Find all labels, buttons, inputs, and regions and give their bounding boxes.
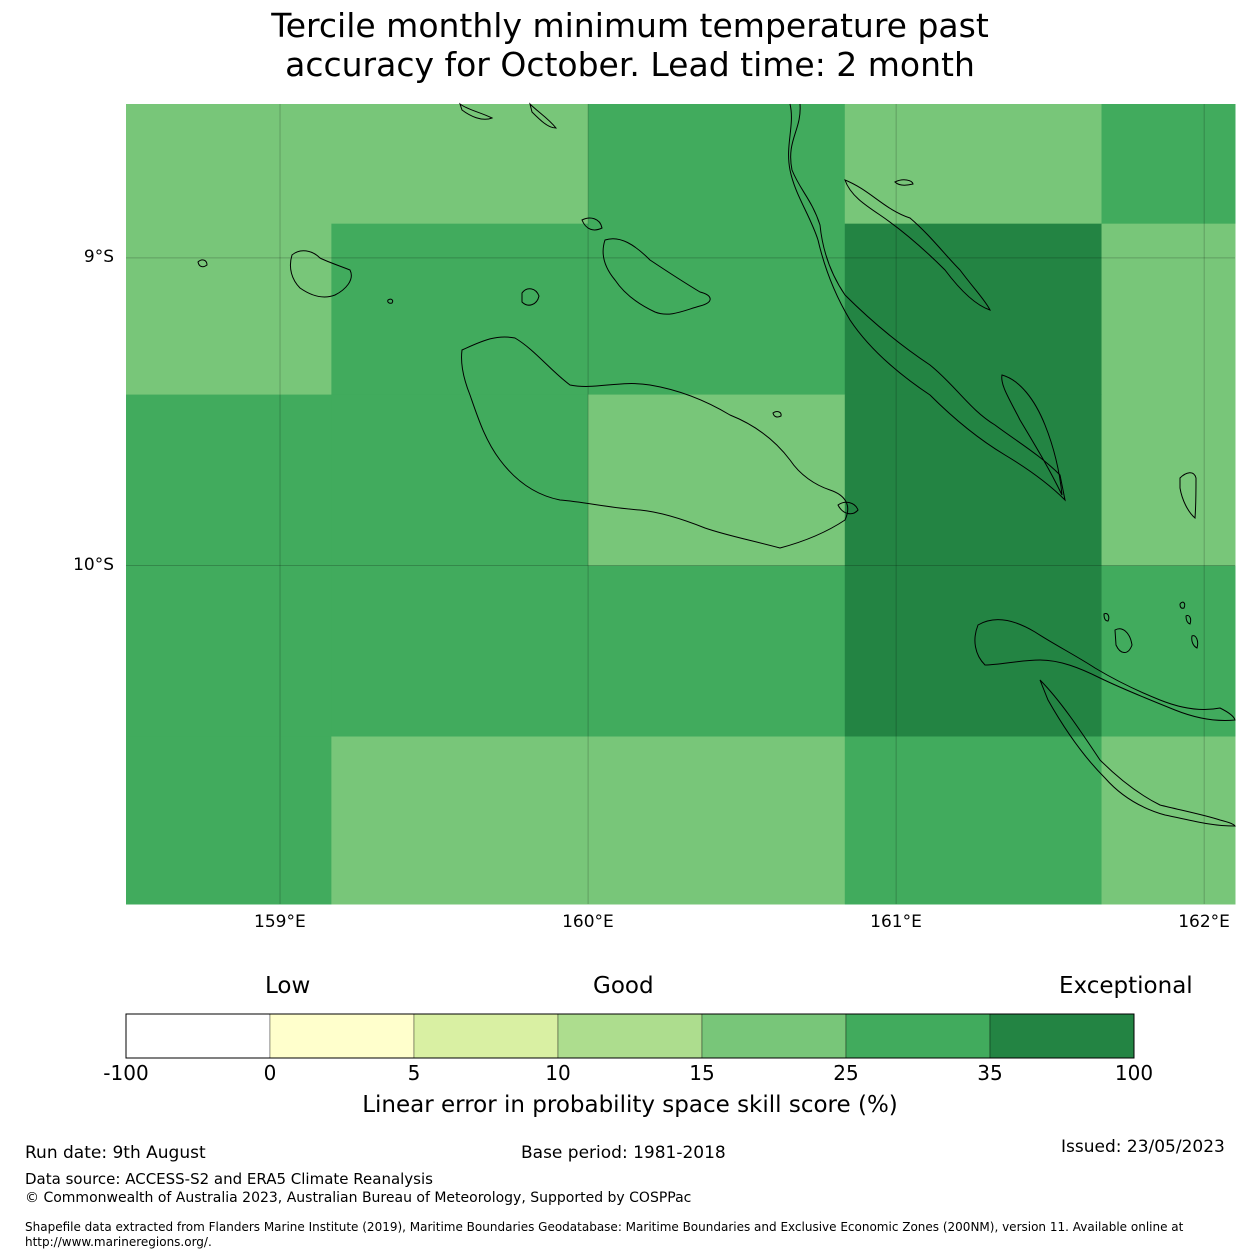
coastline-islet-a	[894, 179, 914, 186]
coastline-islet-c	[459, 102, 494, 120]
grid-cell	[844, 736, 1103, 905]
grid-cell	[331, 394, 589, 567]
longitude-tick-label: 159°E	[254, 912, 306, 932]
coastline-makira	[974, 619, 1236, 721]
grid-cell	[844, 394, 1103, 567]
base-period: Base period: 1981-2018	[521, 1143, 726, 1163]
grid-cell	[331, 223, 589, 396]
coastline-islet-f	[197, 259, 208, 268]
coastline-savo	[521, 288, 540, 306]
colorbar-tick-label: 5	[407, 1061, 421, 1085]
colorbar-tick-label: 15	[689, 1061, 715, 1085]
colorbar-segment	[701, 1013, 847, 1059]
coastline-russell	[289, 250, 352, 298]
colorbar-label: Linear error in probability space skill …	[362, 1092, 898, 1118]
grid-cell	[331, 565, 589, 737]
category-exceptional: Exceptional	[1059, 973, 1193, 999]
colorbar-segment	[413, 1013, 559, 1059]
grid-cells	[126, 104, 1236, 905]
coastline-florida	[602, 238, 711, 315]
coastline-islet-h	[772, 411, 782, 418]
coastline-islet-d	[529, 102, 558, 129]
colorbar-segment	[845, 1013, 991, 1059]
longitude-tick-label: 160°E	[562, 912, 614, 932]
grid-cell	[588, 565, 846, 737]
coastline-isabel	[788, 103, 1066, 502]
category-low: Low	[265, 973, 311, 999]
grid-cell	[126, 736, 332, 905]
latitude-tick-label: 9°S	[83, 246, 114, 267]
colorbar	[125, 1013, 1135, 1059]
coastline-isabel-north	[844, 179, 991, 311]
coastline-islet-e	[581, 217, 603, 231]
coastline-islet-i	[837, 501, 859, 515]
coastlines	[197, 102, 1236, 827]
colorbar-frame	[125, 1013, 1135, 1059]
map-title: Tercile monthly minimum temperature past…	[0, 6, 1260, 84]
issued-date: Issued: 23/05/2023	[1061, 1137, 1225, 1157]
grid-cell	[844, 565, 1103, 737]
colorbar-tick-label: 25	[833, 1061, 859, 1085]
latitude-tick-label: 10°S	[73, 554, 114, 575]
grid-cell	[126, 394, 332, 567]
gridlines	[126, 104, 1235, 904]
grid-cell	[1101, 736, 1236, 905]
grid-cell	[331, 736, 589, 905]
colorbar-segment	[269, 1013, 415, 1059]
coastline-islet-b	[1001, 374, 1063, 496]
coastline-malaita-south	[1179, 472, 1197, 520]
shapefile-credit: Shapefile data extracted from Flanders M…	[25, 1220, 1184, 1249]
grid-cell	[588, 104, 846, 225]
colorbar-tick-label: 35	[977, 1061, 1003, 1085]
coastline-ulawa	[1114, 628, 1133, 653]
colorbar-tick-label: -100	[103, 1061, 149, 1085]
colorbar-tick-label: 10	[545, 1061, 571, 1085]
coastline-islet-g	[387, 298, 394, 304]
grid-cell	[844, 104, 1103, 225]
colorbar-segment	[989, 1013, 1135, 1059]
category-good: Good	[593, 973, 654, 999]
grid-cell	[126, 565, 332, 737]
grid-cell	[1101, 394, 1236, 567]
skill-map	[126, 102, 1236, 905]
grid-cell	[1101, 223, 1236, 396]
coastline-makira-tail	[1039, 679, 1236, 827]
coastline-islet-k	[1179, 601, 1186, 609]
longitude-tick-label: 161°E	[870, 912, 922, 932]
grid-cell	[588, 394, 846, 567]
colorbar-segment	[125, 1013, 271, 1059]
longitude-tick-label: 162°E	[1178, 912, 1230, 932]
coastline-guadalcanal	[461, 336, 849, 549]
map-title-line1: Tercile monthly minimum temperature past	[271, 6, 989, 45]
grid-cell	[844, 223, 1103, 396]
coastline-islet-l	[1185, 615, 1192, 625]
coastline-islet-m	[1191, 635, 1199, 649]
map-title-line2: accuracy for October. Lead time: 2 month	[285, 45, 975, 84]
data-source: Data source: ACCESS-S2 and ERA5 Climate …	[25, 1170, 433, 1188]
copyright: © Commonwealth of Australia 2023, Austra…	[25, 1190, 692, 1206]
colorbar-tick-label: 100	[1114, 1061, 1154, 1085]
grid-cell	[1101, 565, 1236, 737]
coastline-islet-j	[1103, 613, 1110, 622]
grid-cell	[126, 104, 332, 225]
grid-cell	[126, 223, 332, 396]
grid-cell	[588, 736, 846, 905]
colorbar-segment	[557, 1013, 703, 1059]
run-date: Run date: 9th August	[25, 1143, 206, 1163]
grid-cell	[1101, 104, 1236, 225]
colorbar-tick-label: 0	[263, 1061, 277, 1085]
grid-cell	[588, 223, 846, 396]
